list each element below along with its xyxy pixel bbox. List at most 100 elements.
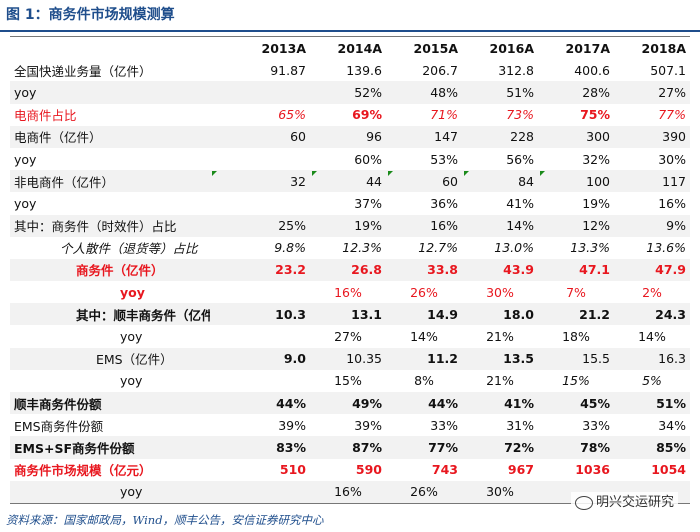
- table-cell: 13.6%: [614, 236, 690, 259]
- table-cell: 13.5: [462, 347, 538, 370]
- table-cell: 14%: [614, 325, 690, 348]
- row-label: yoy: [10, 325, 210, 348]
- business-parcel-table: 2013A 2014A 2015A 2016A 2017A 2018A 全国快递…: [10, 36, 690, 504]
- table-cell: 45%: [538, 392, 614, 415]
- row-label: 全国快递业务量（亿件）: [10, 59, 210, 82]
- table-cell: 27%: [310, 325, 386, 348]
- table-row: EMS商务件份额 39% 39% 33% 31% 33% 34%: [10, 414, 690, 437]
- table-cell: 72%: [462, 436, 538, 459]
- table-cell: 300: [538, 125, 614, 148]
- table-cell: 16%: [310, 281, 386, 304]
- table-cell: 39%: [210, 414, 310, 437]
- table-cell: 31%: [462, 414, 538, 437]
- table-cell: 15.5: [538, 347, 614, 370]
- header-2015a: 2015A: [386, 36, 462, 60]
- wechat-icon: [574, 495, 593, 510]
- row-label: yoy: [10, 81, 210, 104]
- table-cell: 33%: [386, 414, 462, 437]
- table-cell: 507.1: [614, 59, 690, 82]
- table-row: 其中：顺丰商务件（亿件 10.3 13.1 14.9 18.0 21.2 24.3: [10, 303, 690, 326]
- table-cell: 36%: [386, 192, 462, 215]
- table-cell: 13.1: [310, 303, 386, 326]
- table-cell: 390: [614, 125, 690, 148]
- table-cell: 14%: [462, 214, 538, 237]
- table-cell: 85%: [614, 436, 690, 459]
- source-note: 资料来源：国家邮政局，Wind，顺丰公告，安信证券研究中心: [6, 513, 324, 527]
- table-row: 全国快递业务量（亿件） 91.87 139.6 206.7 312.8 400.6 507.…: [10, 59, 690, 82]
- table-cell: [210, 192, 310, 215]
- table-cell: 44%: [210, 392, 310, 415]
- table-cell: 14.9: [386, 303, 462, 326]
- row-label: 商务件市场规模（亿元）: [10, 458, 210, 481]
- title-divider: [0, 30, 700, 32]
- table-cell: 10.3: [210, 303, 310, 326]
- table-cell: 75%: [538, 103, 614, 126]
- table-cell: 78%: [538, 436, 614, 459]
- row-label: yoy: [10, 480, 210, 504]
- table-cell: 26%: [386, 281, 462, 304]
- row-label: 非电商件（亿件）: [10, 170, 210, 193]
- table-cell: 1036: [538, 458, 614, 481]
- table-cell: 19%: [538, 192, 614, 215]
- table-cell: 100: [538, 170, 614, 193]
- table-row: yoy 60% 53% 56% 32% 30%: [10, 147, 690, 171]
- row-label: 其中：商务件（时效件）占比: [10, 214, 210, 237]
- row-label: 顺丰商务件份额: [10, 392, 210, 415]
- table-cell: 49%: [310, 392, 386, 415]
- table-cell: 25%: [210, 214, 310, 237]
- table-row: 电商件占比 65% 69% 71% 73% 75% 77%: [10, 103, 690, 126]
- table-cell: 9.0: [210, 347, 310, 370]
- table-cell: 21.2: [538, 303, 614, 326]
- row-label: yoy: [10, 281, 210, 304]
- table-cell: 23.2: [210, 258, 310, 282]
- table-cell: [210, 147, 310, 171]
- table-cell: 32: [210, 170, 310, 193]
- table-row: EMS+SF商务件份额 83% 87% 77% 72% 78% 85%: [10, 436, 690, 459]
- table-cell: 15%: [538, 369, 614, 392]
- table-cell: 18%: [538, 325, 614, 348]
- table-cell: 48%: [386, 81, 462, 104]
- table-cell: 228: [462, 125, 538, 148]
- table-cell: 19%: [310, 214, 386, 237]
- table-cell: 30%: [462, 281, 538, 304]
- table-cell: 16%: [614, 192, 690, 215]
- table-cell: 11.2: [386, 347, 462, 370]
- table-cell: 510: [210, 458, 310, 481]
- table-cell: 71%: [386, 103, 462, 126]
- table-cell: 28%: [538, 81, 614, 104]
- table-cell: 47.1: [538, 258, 614, 282]
- table-cell: 44%: [386, 392, 462, 415]
- table-cell: 312.8: [462, 59, 538, 82]
- table-cell: 47.9: [614, 258, 690, 282]
- table-cell: 117: [614, 170, 690, 193]
- table-cell: [210, 325, 310, 348]
- figure-title: 图 1：商务件市场规模测算: [6, 7, 175, 23]
- table-cell: 60%: [310, 147, 386, 171]
- header-2017a: 2017A: [538, 36, 614, 60]
- table-cell: 34%: [614, 414, 690, 437]
- table-cell: 41%: [462, 392, 538, 415]
- table-cell: 56%: [462, 147, 538, 171]
- table-cell: 8%: [386, 369, 462, 392]
- table-cell: 27%: [614, 81, 690, 104]
- table-cell: 53%: [386, 147, 462, 171]
- table-cell: 77%: [386, 436, 462, 459]
- table-cell: 18.0: [462, 303, 538, 326]
- table-cell: 12.7%: [386, 236, 462, 259]
- table-row: 其中：商务件（时效件）占比 25% 19% 16% 14% 12% 9%: [10, 214, 690, 237]
- table-cell: 87%: [310, 436, 386, 459]
- row-label: 商务件（亿件）: [10, 258, 210, 282]
- table-cell: [210, 281, 310, 304]
- table-row: 电商件（亿件） 60 96 147 228 300 390: [10, 125, 690, 148]
- table-cell: 13.3%: [538, 236, 614, 259]
- table-cell: 37%: [310, 192, 386, 215]
- table-row: yoy 27% 14% 21% 18% 14%: [10, 325, 690, 348]
- header-2016a: 2016A: [462, 36, 538, 60]
- table-cell: 84: [462, 170, 538, 193]
- header-2014a: 2014A: [310, 36, 386, 60]
- table-row: yoy 52% 48% 51% 28% 27%: [10, 81, 690, 104]
- table-cell: 43.9: [462, 258, 538, 282]
- table-cell: 73%: [462, 103, 538, 126]
- table-cell: 400.6: [538, 59, 614, 82]
- row-label: EMS+SF商务件份额: [10, 436, 210, 459]
